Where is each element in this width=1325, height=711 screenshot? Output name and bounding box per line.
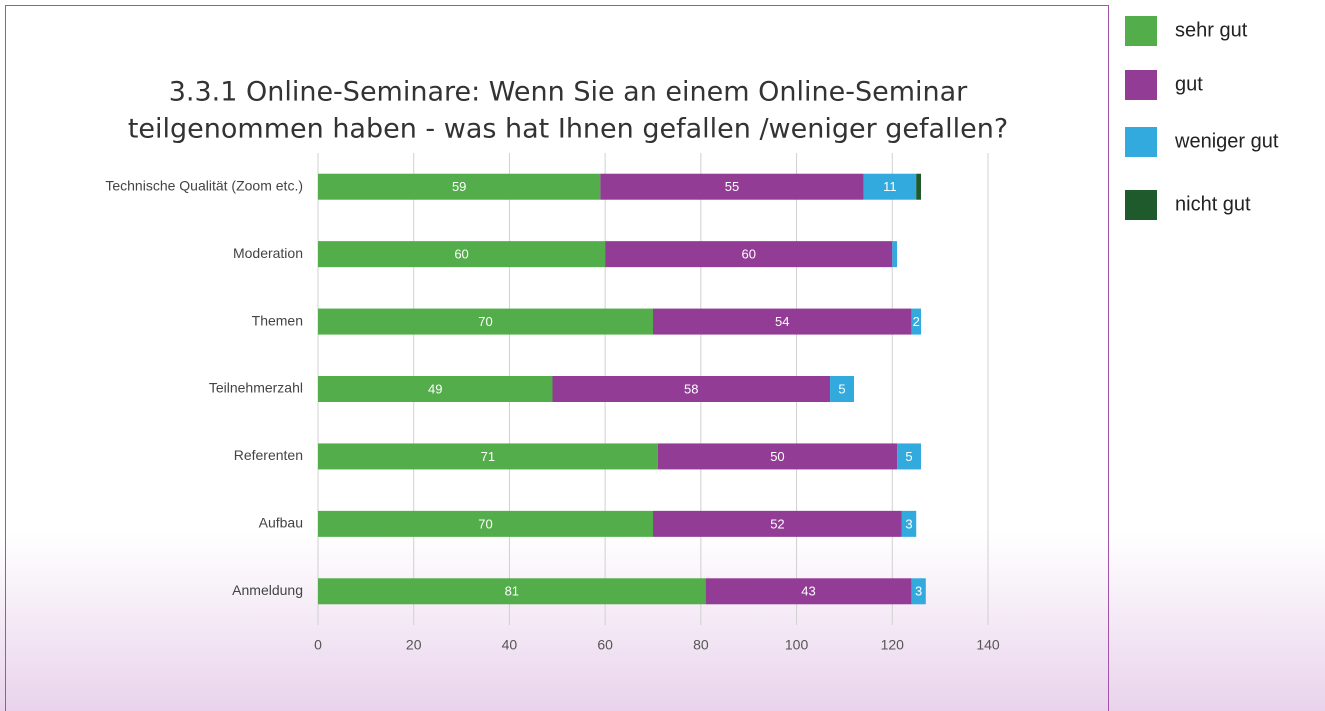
data-label: 55 — [725, 179, 739, 194]
data-label: 43 — [801, 584, 815, 599]
y-tick-label: Teilnehmerzahl — [209, 380, 303, 396]
bar-segment — [318, 308, 653, 335]
bar-segment — [318, 510, 653, 537]
legend-label: nicht gut — [1175, 193, 1251, 215]
y-tick-label: Anmeldung — [232, 582, 303, 598]
bar-segment — [653, 510, 902, 537]
legend-swatch — [1125, 16, 1157, 46]
data-label: 59 — [452, 179, 466, 194]
data-label: 11 — [883, 179, 897, 194]
data-label: 70 — [478, 314, 492, 329]
data-label: 70 — [478, 516, 492, 531]
x-tick-label: 20 — [406, 637, 422, 653]
data-label: 50 — [770, 449, 784, 464]
bar-segment — [605, 241, 893, 268]
legend-swatch — [1125, 190, 1157, 220]
legend-swatch — [1125, 70, 1157, 100]
data-label: 52 — [770, 516, 784, 531]
bar-segment — [552, 376, 831, 402]
legend-label: weniger gut — [1174, 130, 1279, 152]
bar-segment — [911, 308, 921, 335]
data-label: 5 — [905, 449, 912, 464]
data-label: 58 — [684, 381, 698, 396]
data-label: 5 — [838, 381, 845, 396]
x-tick-label: 40 — [502, 637, 518, 653]
y-tick-label: Technische Qualität (Zoom etc.) — [105, 177, 303, 193]
legend-label: sehr gut — [1175, 19, 1248, 41]
bar-segment — [916, 173, 921, 200]
x-tick-label: 80 — [693, 637, 709, 653]
y-tick-label: Referenten — [234, 447, 303, 463]
x-tick-label: 120 — [881, 637, 905, 653]
bar-segment — [901, 510, 917, 537]
x-tick-label: 100 — [785, 637, 809, 653]
data-label: 3 — [905, 516, 912, 531]
y-tick-label: Moderation — [233, 245, 303, 261]
bar-segment — [897, 443, 921, 470]
bar-segment — [892, 241, 898, 268]
data-label: 54 — [775, 314, 789, 329]
x-tick-label: 0 — [314, 637, 322, 653]
x-tick-label: 60 — [597, 637, 613, 653]
data-label: 81 — [505, 584, 519, 599]
data-label: 71 — [481, 449, 495, 464]
bar-segment — [911, 578, 926, 605]
bar-segment — [318, 443, 658, 470]
legend-swatch — [1125, 127, 1157, 157]
bar-segment — [318, 376, 553, 402]
bar-segment — [318, 578, 706, 605]
data-label: 60 — [454, 247, 468, 262]
bar-segment — [318, 241, 606, 268]
bar-segment — [657, 443, 898, 470]
x-tick-label: 140 — [976, 637, 1000, 653]
y-tick-label: Themen — [252, 312, 303, 328]
data-label: 49 — [428, 381, 442, 396]
bar-segment — [705, 578, 912, 605]
chart-border — [5, 5, 1109, 711]
y-tick-label: Aufbau — [259, 515, 303, 531]
bar-segment — [830, 376, 854, 402]
bar-segment — [863, 173, 917, 200]
bar-segment — [600, 173, 864, 200]
data-label: 60 — [741, 247, 755, 262]
data-label: 2 — [913, 314, 920, 329]
chart-title: teilgenommen haben - was hat Ihnen gefal… — [128, 114, 1008, 145]
chart-title: 3.3.1 Online-Seminare: Wenn Sie an einem… — [169, 77, 968, 108]
data-label: 3 — [915, 584, 922, 599]
bar-segment — [318, 173, 601, 200]
bar-segment — [653, 308, 912, 335]
legend-label: gut — [1175, 73, 1203, 95]
